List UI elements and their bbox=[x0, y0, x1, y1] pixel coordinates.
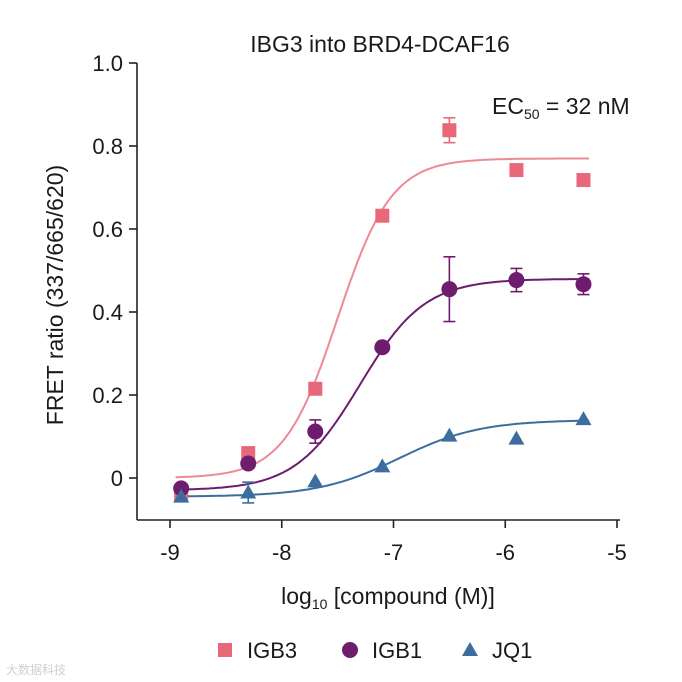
axes bbox=[136, 63, 620, 521]
y-tick-label: 0.4 bbox=[92, 300, 123, 325]
legend: IGB3 IGB1 JQ1 bbox=[218, 638, 532, 663]
legend-label-jq1: JQ1 bbox=[492, 638, 532, 663]
point-igb1 bbox=[508, 272, 525, 289]
x-tick-label: -5 bbox=[607, 540, 627, 565]
x-tick-label: -8 bbox=[272, 540, 292, 565]
ec50-annotation: EC50 = 32 nM bbox=[492, 93, 630, 122]
watermark: 大数据科技 bbox=[6, 663, 67, 677]
point-jq1 bbox=[173, 488, 190, 503]
ec50-annotation-subscript: 50 bbox=[524, 106, 540, 122]
point-igb3 bbox=[576, 173, 591, 188]
y-tick-label: 0.6 bbox=[92, 217, 123, 242]
point-igb1 bbox=[240, 455, 257, 472]
chart-title: IBG3 into BRD4-DCAF16 bbox=[250, 31, 509, 57]
data-points bbox=[173, 116, 592, 504]
legend-marker-jq1 bbox=[462, 642, 478, 656]
x-axis-label-subscript: 10 bbox=[312, 596, 328, 612]
y-tick-label: 0.8 bbox=[92, 134, 123, 159]
x-axis-label-prefix: log bbox=[281, 583, 312, 609]
legend-marker-igb3 bbox=[218, 643, 232, 657]
point-igb1 bbox=[173, 480, 190, 497]
point-igb1 bbox=[307, 423, 324, 440]
ec50-annotation-prefix: EC bbox=[492, 93, 524, 119]
point-igb3 bbox=[375, 208, 390, 223]
y-tick-label: 0.2 bbox=[92, 383, 123, 408]
fit-curve-igb3 bbox=[175, 157, 590, 479]
point-jq1 bbox=[307, 473, 324, 488]
point-igb3 bbox=[442, 123, 457, 138]
y-ticks: 0 0.2 0.4 0.6 0.8 1.0 bbox=[92, 51, 137, 491]
point-jq1 bbox=[374, 458, 391, 473]
point-jq1 bbox=[240, 484, 257, 499]
legend-marker-igb1 bbox=[342, 642, 358, 658]
point-igb3 bbox=[509, 163, 524, 178]
point-igb3 bbox=[308, 381, 323, 396]
x-axis-label-suffix: [compound (M)] bbox=[327, 583, 494, 609]
legend-label-igb1: IGB1 bbox=[372, 638, 422, 663]
y-tick-label: 0 bbox=[111, 466, 123, 491]
ec50-annotation-suffix: = 32 nM bbox=[540, 93, 630, 119]
legend-label-igb3: IGB3 bbox=[247, 638, 297, 663]
x-tick-label: -6 bbox=[495, 540, 515, 565]
point-igb1 bbox=[575, 276, 592, 293]
point-jq1 bbox=[575, 411, 592, 426]
x-axis-label: log10 [compound (M)] bbox=[281, 583, 495, 612]
x-ticks: -9 -8 -7 -6 -5 bbox=[160, 520, 627, 565]
point-igb1 bbox=[441, 281, 458, 298]
point-igb1 bbox=[374, 339, 391, 356]
y-tick-label: 1.0 bbox=[92, 51, 123, 76]
x-tick-label: -9 bbox=[160, 540, 180, 565]
x-tick-label: -7 bbox=[384, 540, 404, 565]
point-jq1 bbox=[441, 427, 458, 442]
fit-curve-igb1 bbox=[175, 278, 590, 491]
point-jq1 bbox=[508, 430, 525, 445]
y-axis-label: FRET ratio (337/665/620) bbox=[42, 165, 68, 425]
